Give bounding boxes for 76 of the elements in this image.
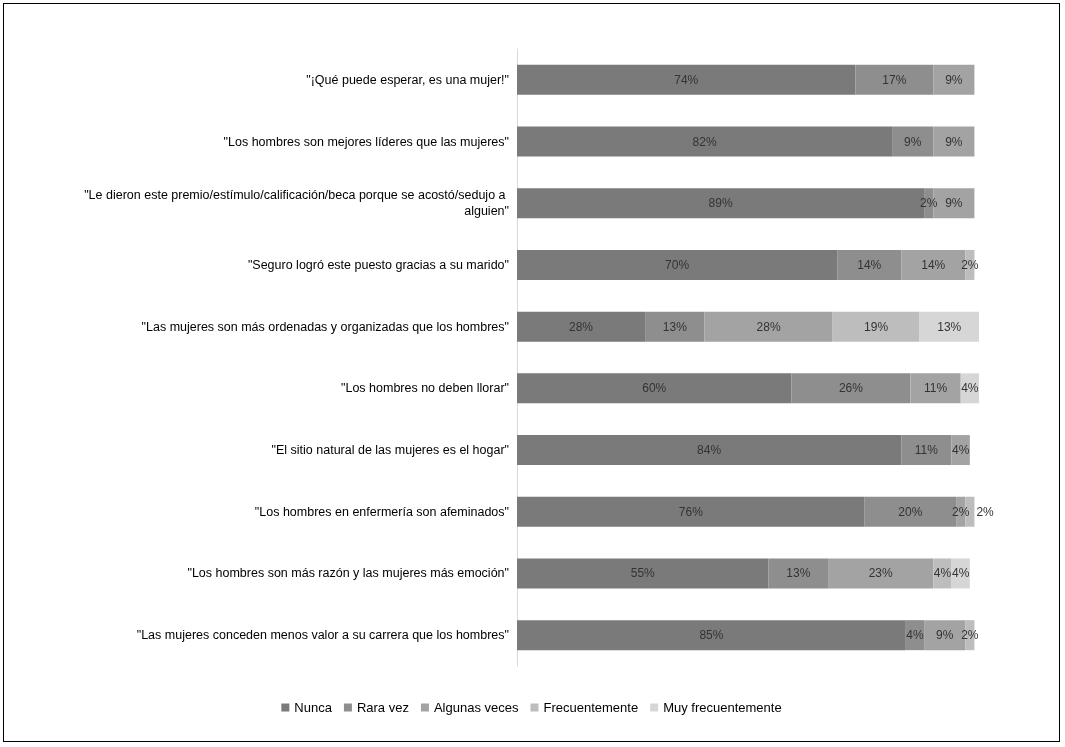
data-label: 13% bbox=[662, 319, 688, 334]
data-label: 2% bbox=[961, 628, 979, 643]
bar bbox=[517, 249, 838, 280]
bar bbox=[517, 435, 902, 466]
data-label: 55% bbox=[630, 566, 656, 581]
data-label: 9% bbox=[945, 72, 963, 87]
bar bbox=[517, 64, 856, 95]
data-label: 4% bbox=[906, 628, 924, 643]
bar bbox=[517, 620, 906, 651]
data-label: 9% bbox=[904, 134, 922, 149]
data-label: 23% bbox=[868, 566, 893, 581]
y-tick-label: "Seguro logró este puesto gracias a su marido" bbox=[247, 257, 509, 272]
data-label: 2% bbox=[920, 196, 938, 211]
bar bbox=[517, 496, 865, 527]
bar bbox=[910, 373, 961, 404]
bar bbox=[645, 311, 705, 342]
bar bbox=[892, 126, 934, 157]
data-label: 2% bbox=[961, 257, 979, 272]
data-label: 70% bbox=[665, 257, 690, 272]
data-label: 4% bbox=[952, 566, 970, 581]
data-label: 85% bbox=[699, 628, 724, 643]
data-label: 4% bbox=[961, 381, 979, 396]
bar bbox=[517, 311, 646, 342]
y-tick-label: "Los hombres no deben llorar" bbox=[341, 381, 509, 396]
legend-label: Rara vez bbox=[356, 700, 409, 715]
bar bbox=[901, 435, 952, 466]
y-tick-label: "Los hombres en enfermería son afeminados" bbox=[254, 504, 509, 519]
legend-label: Algunas veces bbox=[433, 700, 519, 715]
data-label: 19% bbox=[864, 319, 889, 334]
data-label: 26% bbox=[838, 381, 864, 396]
bar bbox=[837, 249, 902, 280]
bar bbox=[517, 558, 769, 589]
data-label: 82% bbox=[692, 134, 717, 149]
data-label: 9% bbox=[936, 628, 954, 643]
data-label: 20% bbox=[898, 504, 923, 519]
data-label: 76% bbox=[678, 504, 704, 519]
bar bbox=[832, 311, 920, 342]
data-label: 9% bbox=[945, 134, 963, 149]
data-label: 14% bbox=[857, 257, 882, 272]
y-tick-label: "Le dieron este premio/estímulo/calificación/beca porque se acostó/sedujo a alguien" bbox=[84, 188, 509, 219]
data-label: 13% bbox=[786, 566, 811, 581]
y-tick-label: "Las mujeres conceden menos valor a su carrera que los hombres" bbox=[136, 628, 509, 643]
bar bbox=[855, 64, 934, 95]
bar bbox=[517, 126, 893, 157]
data-label: 11% bbox=[914, 443, 939, 458]
data-label: 28% bbox=[569, 319, 594, 334]
bar bbox=[919, 311, 979, 342]
data-label: 14% bbox=[921, 257, 946, 272]
y-tick-label: "¡Qué puede esperar, es una mujer!" bbox=[306, 72, 509, 87]
bar bbox=[933, 64, 975, 95]
legend-label: Nunca bbox=[294, 700, 333, 715]
bar bbox=[828, 558, 934, 589]
bar bbox=[704, 311, 833, 342]
data-label: 4% bbox=[933, 566, 952, 581]
data-label: 17% bbox=[882, 72, 907, 87]
data-label: 2% bbox=[976, 504, 995, 519]
y-tick-label: "Los hombres son mejores líderes que las mujeres" bbox=[223, 134, 509, 149]
bar bbox=[517, 373, 792, 404]
data-label: 13% bbox=[937, 319, 962, 334]
legend-label: Muy frecuentemente bbox=[663, 700, 782, 715]
data-label: 9% bbox=[945, 196, 963, 211]
bar bbox=[791, 373, 911, 404]
data-label: 89% bbox=[708, 196, 733, 211]
data-label: 74% bbox=[674, 72, 699, 87]
bar bbox=[933, 126, 975, 157]
y-tick-label: "Las mujeres son más ordenadas y organizadas que los hombres" bbox=[141, 319, 509, 334]
data-label: 84% bbox=[697, 443, 722, 458]
data-label: 28% bbox=[756, 319, 781, 334]
y-tick-label: "El sitio natural de las mujeres es el hogar" bbox=[271, 443, 509, 458]
legend-label: Frecuentemente bbox=[543, 700, 639, 715]
data-label: 60% bbox=[642, 381, 667, 396]
bar bbox=[768, 558, 829, 589]
data-label: 2% bbox=[952, 504, 970, 519]
y-tick-label: "Los hombres son más razón y las mujeres más emoción" bbox=[187, 566, 509, 581]
data-label: 4% bbox=[952, 443, 970, 458]
data-label: 11% bbox=[923, 381, 948, 396]
